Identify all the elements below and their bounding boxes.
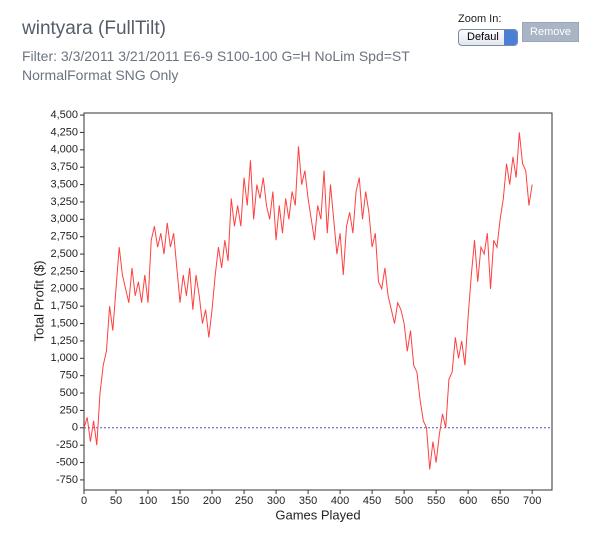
y-tick-label: 2,000 [50,283,78,295]
x-tick-label: 150 [171,495,189,507]
y-tick-label: 1,250 [50,335,78,347]
profit-line [83,132,533,470]
x-tick-label: 250 [235,495,253,507]
page-title: wintyara (FullTilt) [22,18,166,39]
y-tick-label: 4,250 [50,126,78,138]
zoom-select[interactable]: Defaul [458,29,518,46]
y-tick-label: 500 [60,387,78,399]
x-tick-label: 450 [363,495,381,507]
filter-text: NormalFormat SNG Only [22,67,179,83]
y-tick-label: 2,750 [50,231,78,243]
plot-frame [83,112,553,491]
x-tick-label: 50 [110,495,122,507]
x-tick-label: 650 [491,495,509,507]
x-tick-label: 400 [331,495,349,507]
y-axis-label: Total Profit ($) [31,261,46,342]
y-tick-label: 1,500 [50,317,78,329]
y-tick-label: 1,000 [50,352,78,364]
y-tick-label: 3,000 [50,213,78,225]
y-tick-label: 2,500 [50,248,78,260]
select-arrow [504,30,517,45]
x-tick-label: 100 [139,495,157,507]
y-tick-label: 0 [72,422,78,434]
x-tick-label: 600 [459,495,477,507]
y-tick-label: 3,750 [50,161,78,173]
remove-button[interactable]: Remove [522,22,579,42]
x-tick-label: 350 [299,495,317,507]
x-tick-label: 500 [395,495,413,507]
x-tick-label: 300 [267,495,285,507]
y-tick-label: -750 [56,474,78,486]
y-tick-label: 250 [60,404,78,416]
y-tick-label: -250 [56,439,78,451]
y-tick-label: 750 [60,370,78,382]
filter-text: Filter: 3/3/2011 3/21/2011 E6-9 S100-100… [22,48,410,64]
x-tick-label: 0 [81,495,87,507]
y-tick-label: -500 [56,456,78,468]
zoom-value: Defaul [467,31,499,43]
x-tick-label: 200 [203,495,221,507]
y-tick-label: 3,500 [50,178,78,190]
x-tick-label: 700 [523,495,541,507]
y-tick-label: 4,500 [50,109,78,121]
y-tick-label: 2,250 [50,265,78,277]
y-tick-label: 4,000 [50,144,78,156]
zoom-label: Zoom In: [458,13,502,25]
y-tick-label: 3,250 [50,196,78,208]
y-tick-label: 1,750 [50,300,78,312]
x-axis-label: Games Played [275,507,360,522]
x-tick-label: 550 [427,495,445,507]
